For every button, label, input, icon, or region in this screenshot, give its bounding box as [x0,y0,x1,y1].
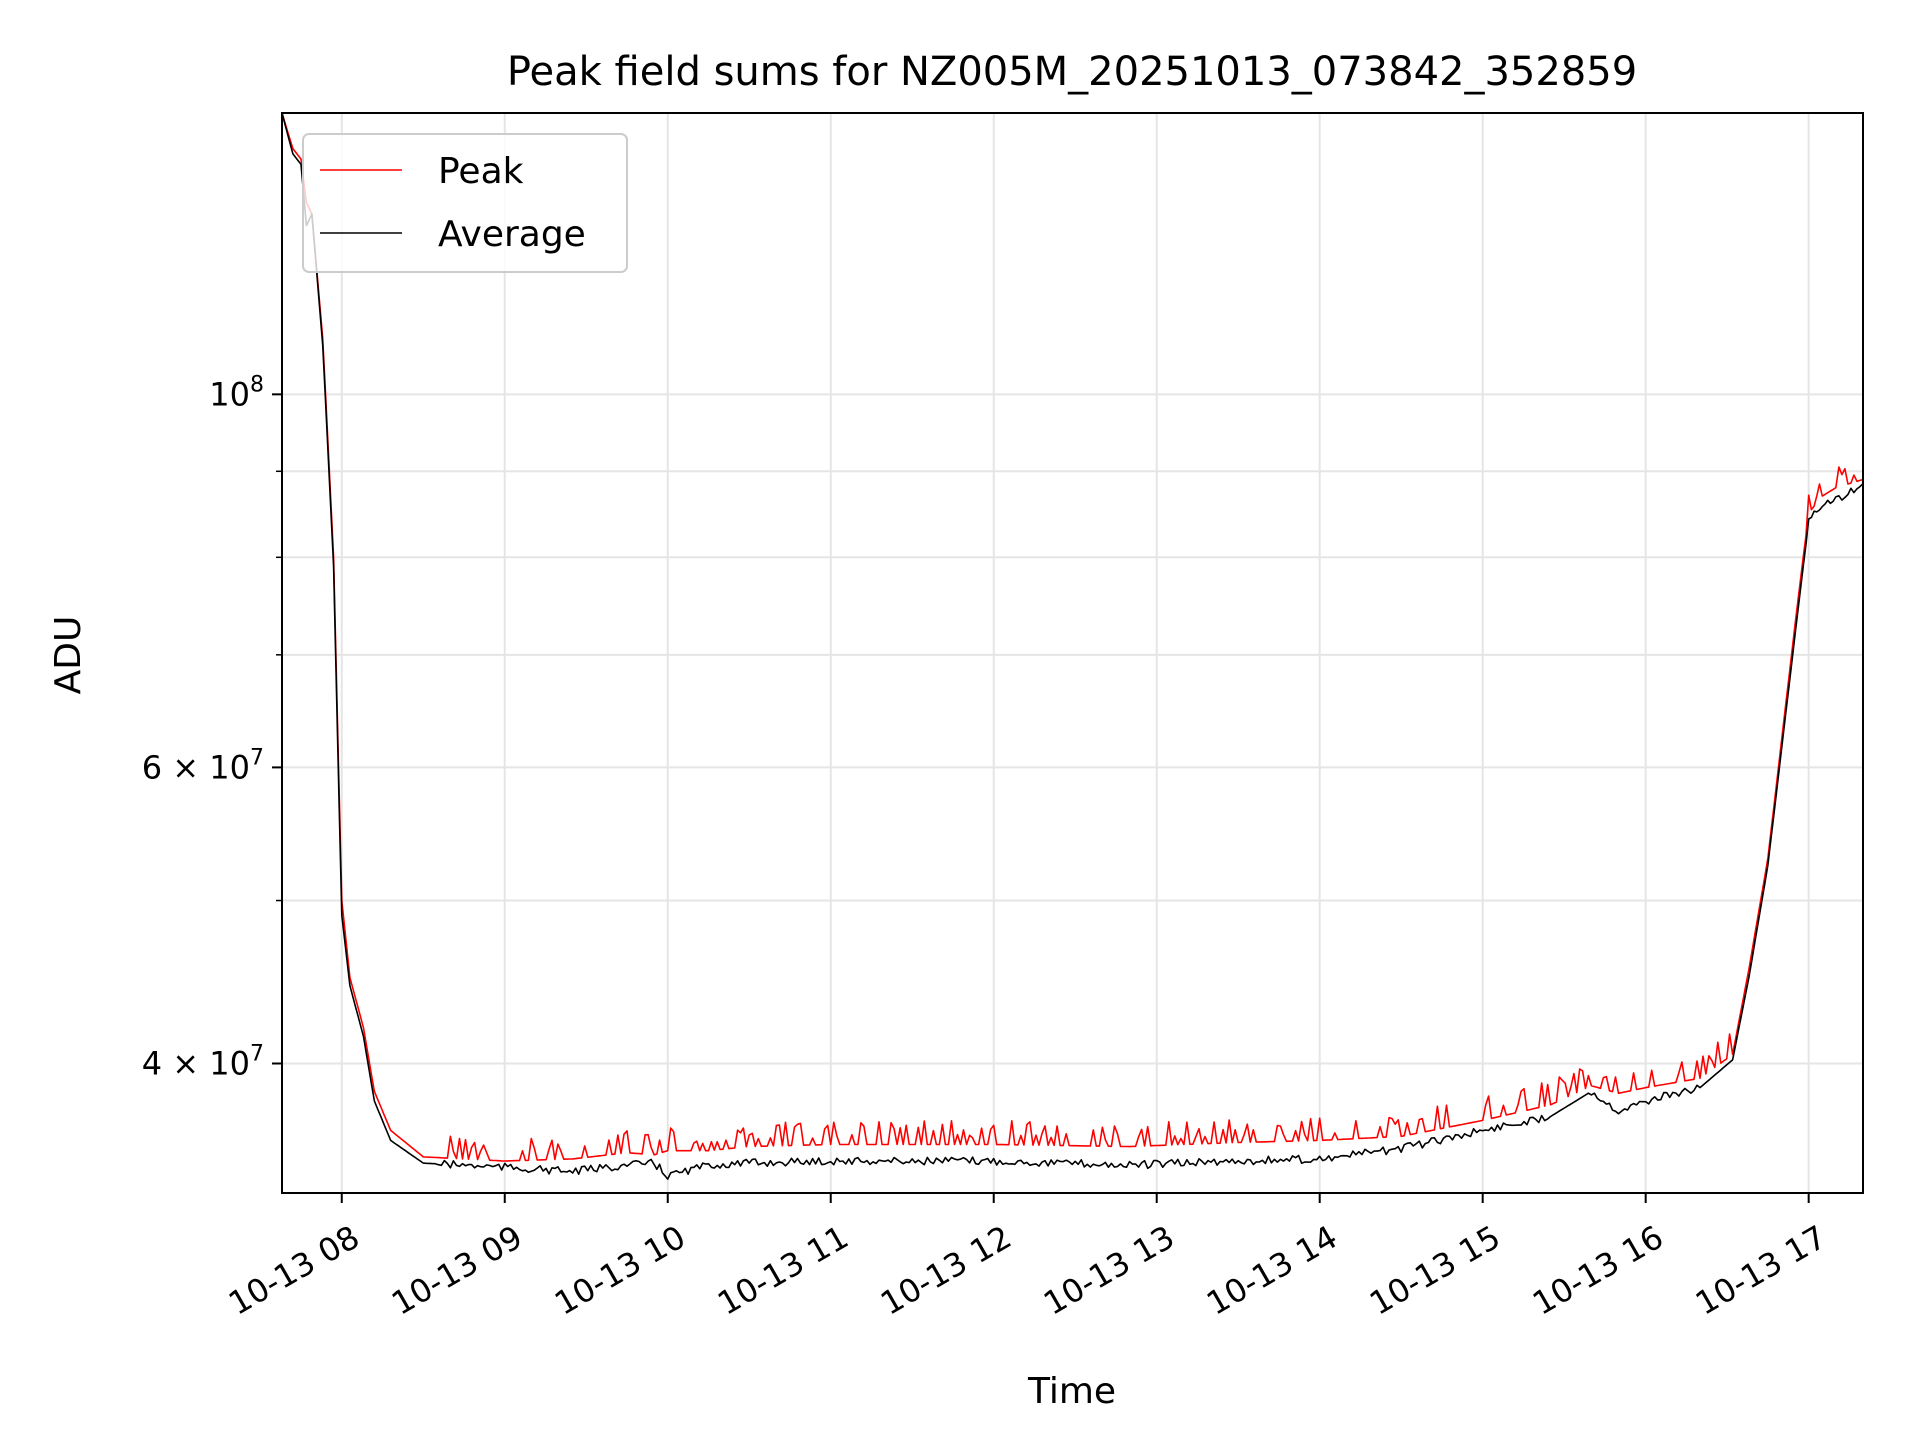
series-layer [282,113,1863,1180]
grid-layer [282,113,1863,1193]
y-tick-label: 4 × 107 [142,1041,264,1082]
legend-label-average: Average [438,214,586,255]
chart-title: Peak field sums for NZ005M_20251013_0738… [507,49,1637,95]
series-line-average [282,113,1863,1180]
plot-frame [281,112,1864,1194]
y-axis-label: ADU [48,616,89,695]
x-axis-label: Time [1027,1371,1116,1412]
legend: Peak Average [302,133,628,273]
legend-box [302,133,628,273]
legend-label-peak: Peak [438,151,524,192]
y-tick-label: 108 [209,372,264,413]
series-line-peak [282,113,1863,1162]
y-tick-label: 6 × 107 [142,745,264,786]
